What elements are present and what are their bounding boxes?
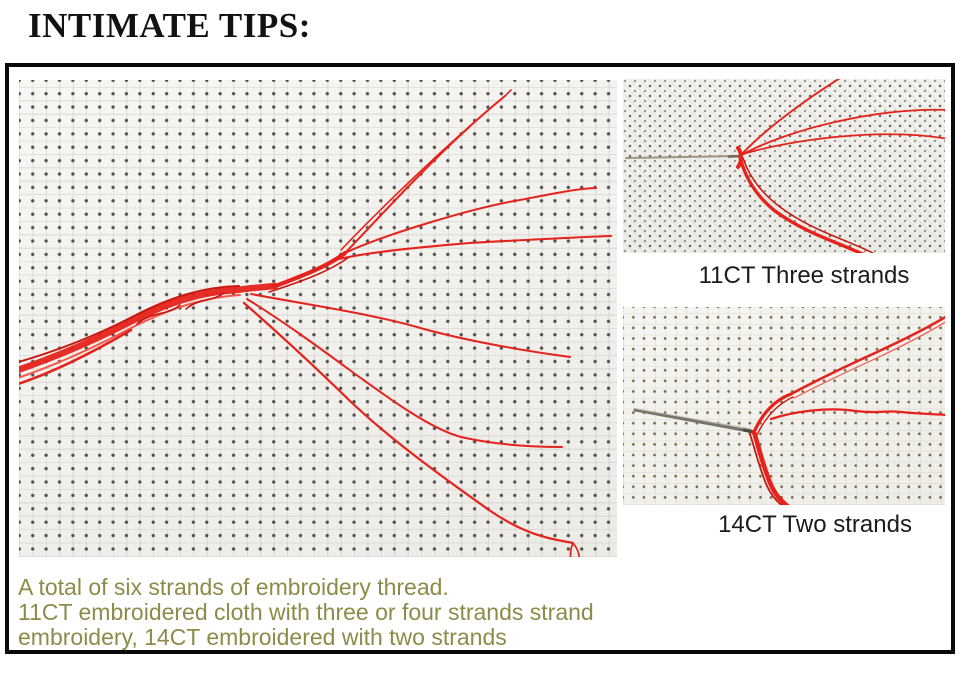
- needle: [633, 408, 756, 434]
- thread-bundle: [19, 294, 241, 379]
- thread-bundle: [19, 282, 279, 374]
- thread-twist: [136, 292, 225, 325]
- thread-strand: [340, 89, 512, 251]
- thread-strand: [769, 408, 945, 421]
- instruction-note: A total of six strands of embroidery thr…: [18, 575, 638, 650]
- caption-11ct: 11CT Three strands: [698, 262, 910, 289]
- photo-11ct: [623, 79, 945, 253]
- needle: [625, 155, 741, 159]
- needle-thread-illustration-11ct: [625, 79, 945, 253]
- thread-strand: [344, 187, 597, 254]
- thread-strand: [268, 256, 350, 293]
- red-thread-strands: [19, 89, 613, 557]
- caption-14ct: 14CT Two strands: [718, 511, 912, 538]
- thread-strand: [270, 250, 348, 290]
- thread-bundle: [19, 285, 240, 363]
- needle-thread-illustration-14ct: [633, 315, 945, 505]
- needle-highlight: [636, 408, 752, 430]
- thread-strand: [344, 95, 506, 254]
- thread-strand: [742, 157, 874, 253]
- note-line-1: A total of six strands of embroidery thr…: [18, 574, 449, 600]
- red-thread-strands: [749, 315, 945, 505]
- thread-tail: [569, 542, 580, 557]
- red-thread-strands: [736, 79, 945, 253]
- thread-strand: [752, 392, 793, 434]
- thread-strand: [789, 315, 945, 396]
- thread-strand: [793, 321, 945, 399]
- thread-strand: [250, 293, 571, 358]
- thread-strand: [738, 155, 865, 253]
- aida-cloth-texture: [19, 80, 617, 557]
- note-line-3: embroidery, 14CT embroidered with two st…: [18, 624, 507, 650]
- thread-strand: [246, 298, 563, 448]
- thread-strand: [739, 108, 945, 157]
- thread-strand: [337, 234, 613, 261]
- aida-cloth-texture: [623, 307, 945, 505]
- thread-strand: [749, 433, 783, 505]
- thread-strand: [739, 133, 945, 156]
- thread-strand: [242, 301, 575, 545]
- thread-bundle: [19, 328, 133, 385]
- main-photo: [19, 80, 617, 557]
- note-line-2: 11CT embroidered cloth with three or fou…: [18, 599, 594, 625]
- thread-strand: [751, 429, 790, 505]
- red-thread-illustration: [19, 89, 613, 557]
- aida-cloth-texture: [623, 79, 945, 253]
- thread-strand: [739, 79, 841, 157]
- photo-14ct: [623, 307, 945, 505]
- thread-strand: [756, 396, 794, 436]
- page-title: INTIMATE TIPS:: [28, 6, 311, 45]
